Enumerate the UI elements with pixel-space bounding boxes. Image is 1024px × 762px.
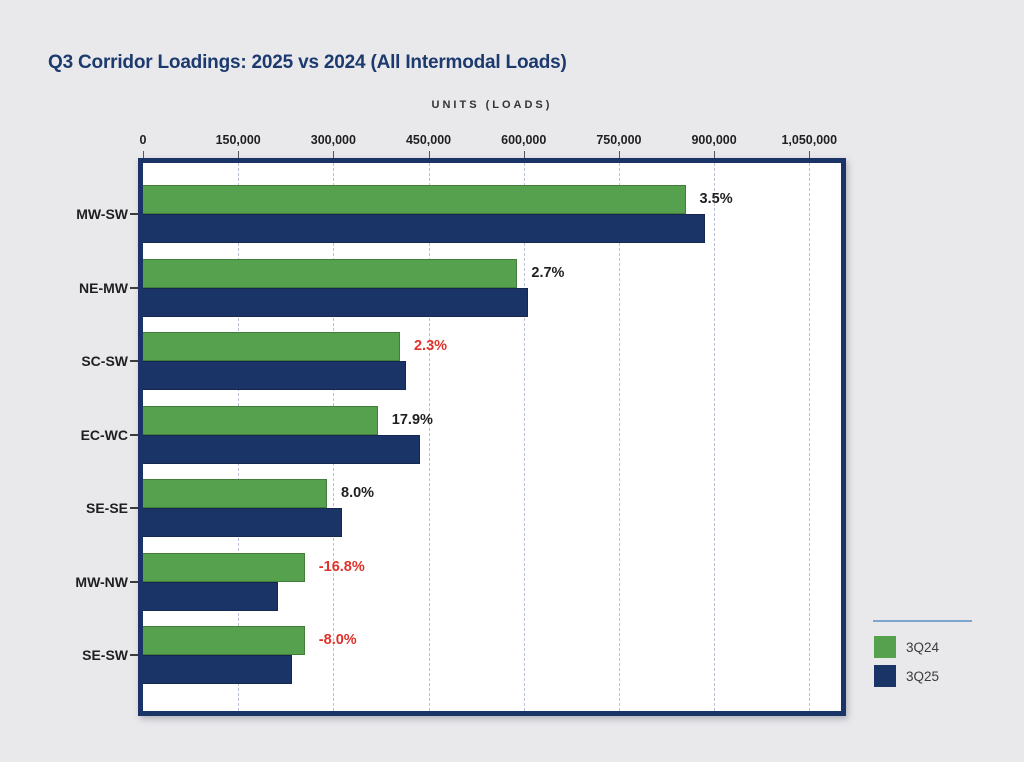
legend-label: 3Q25 — [906, 668, 940, 684]
legend-item: 3Q25 — [874, 665, 939, 687]
x-tick-label: 1,050,000 — [781, 133, 838, 147]
gridline — [618, 163, 620, 711]
x-tick-mark — [238, 151, 240, 158]
legend-divider — [873, 620, 972, 622]
x-tick-mark — [143, 151, 144, 158]
bar-3q24-sc-sw — [143, 332, 400, 361]
pct-change-label: 2.3% — [413, 338, 448, 354]
y-tick-mark — [130, 580, 138, 583]
legend-label: 3Q24 — [906, 639, 940, 655]
bar-3q24-ec-wc — [143, 405, 378, 435]
x-tick-label: 0 — [139, 133, 147, 147]
bar-3q25-mw-nw — [143, 581, 278, 611]
legend-swatch — [874, 636, 896, 658]
gridline — [523, 163, 525, 711]
x-tick-mark — [618, 151, 620, 158]
legend-swatch — [874, 665, 896, 687]
category-label: SE-SW — [82, 647, 128, 663]
category-label: SC-SW — [81, 353, 128, 369]
pct-change-label: 17.9% — [391, 411, 433, 428]
x-tick-label: 150,000 — [215, 133, 261, 147]
pct-change-label: 3.5% — [699, 191, 733, 207]
bar-3q24-ne-mw — [143, 258, 518, 288]
legend-items: 3Q24 3Q25 — [874, 636, 939, 694]
gridline — [809, 163, 811, 711]
bar-3q25-mw-sw — [143, 214, 705, 243]
pct-change-label: 8.0% — [341, 485, 375, 501]
pct-change-label: -16.8% — [318, 558, 365, 575]
gridline — [714, 163, 716, 711]
bar-3q25-ec-wc — [143, 434, 420, 464]
chart-title: Q3 Corridor Loadings: 2025 vs 2024 (All … — [48, 52, 567, 73]
category-label: NE-MW — [79, 279, 128, 296]
x-tick-mark — [809, 151, 811, 158]
gridline — [428, 163, 430, 711]
y-tick-mark — [130, 360, 138, 362]
category-label: MW-NW — [75, 573, 128, 590]
bar-3q24-mw-sw — [143, 185, 686, 214]
category-label: MW-SW — [76, 206, 128, 222]
x-axis: 0 150,000 300,000 450,000 600,000 750,000 900,… — [0, 0, 1024, 160]
x-tick-mark — [333, 151, 335, 158]
y-tick-mark — [130, 213, 138, 215]
x-tick-mark — [714, 151, 716, 158]
bar-3q25-se-se — [143, 508, 342, 537]
x-tick-label: 600,000 — [501, 133, 547, 147]
pct-change-label: -8.0% — [318, 632, 357, 648]
x-tick-label: 750,000 — [596, 133, 642, 147]
x-tick-label: 900,000 — [691, 133, 737, 147]
y-tick-mark — [130, 286, 138, 289]
bar-3q24-mw-nw — [143, 552, 305, 582]
x-tick-label: 300,000 — [310, 133, 356, 147]
bar-3q24-se-sw — [143, 626, 305, 655]
x-tick-mark — [428, 151, 430, 158]
pct-change-label: 2.7% — [531, 264, 565, 281]
x-axis-title: UNITS (LOADS) — [431, 99, 553, 111]
bar-3q25-sc-sw — [143, 361, 406, 390]
y-tick-mark — [130, 433, 138, 436]
bar-3q25-se-sw — [143, 655, 293, 684]
category-label: EC-WC — [80, 426, 128, 443]
bar-3q25-ne-mw — [143, 287, 528, 317]
category-label: SE-SE — [85, 500, 128, 516]
plot-inner: 3.5% 2.7% 2.3% 17.9% 8.0% -16.8% -8.0% — [143, 163, 841, 711]
bar-3q24-se-se — [143, 479, 328, 508]
plot-area: 3.5% 2.7% 2.3% 17.9% 8.0% -16.8% -8.0% — [138, 158, 846, 716]
y-tick-mark — [130, 507, 138, 509]
legend-item: 3Q24 — [874, 636, 939, 658]
x-tick-mark — [523, 151, 525, 158]
x-tick-label: 450,000 — [405, 133, 452, 147]
y-tick-mark — [130, 654, 138, 656]
